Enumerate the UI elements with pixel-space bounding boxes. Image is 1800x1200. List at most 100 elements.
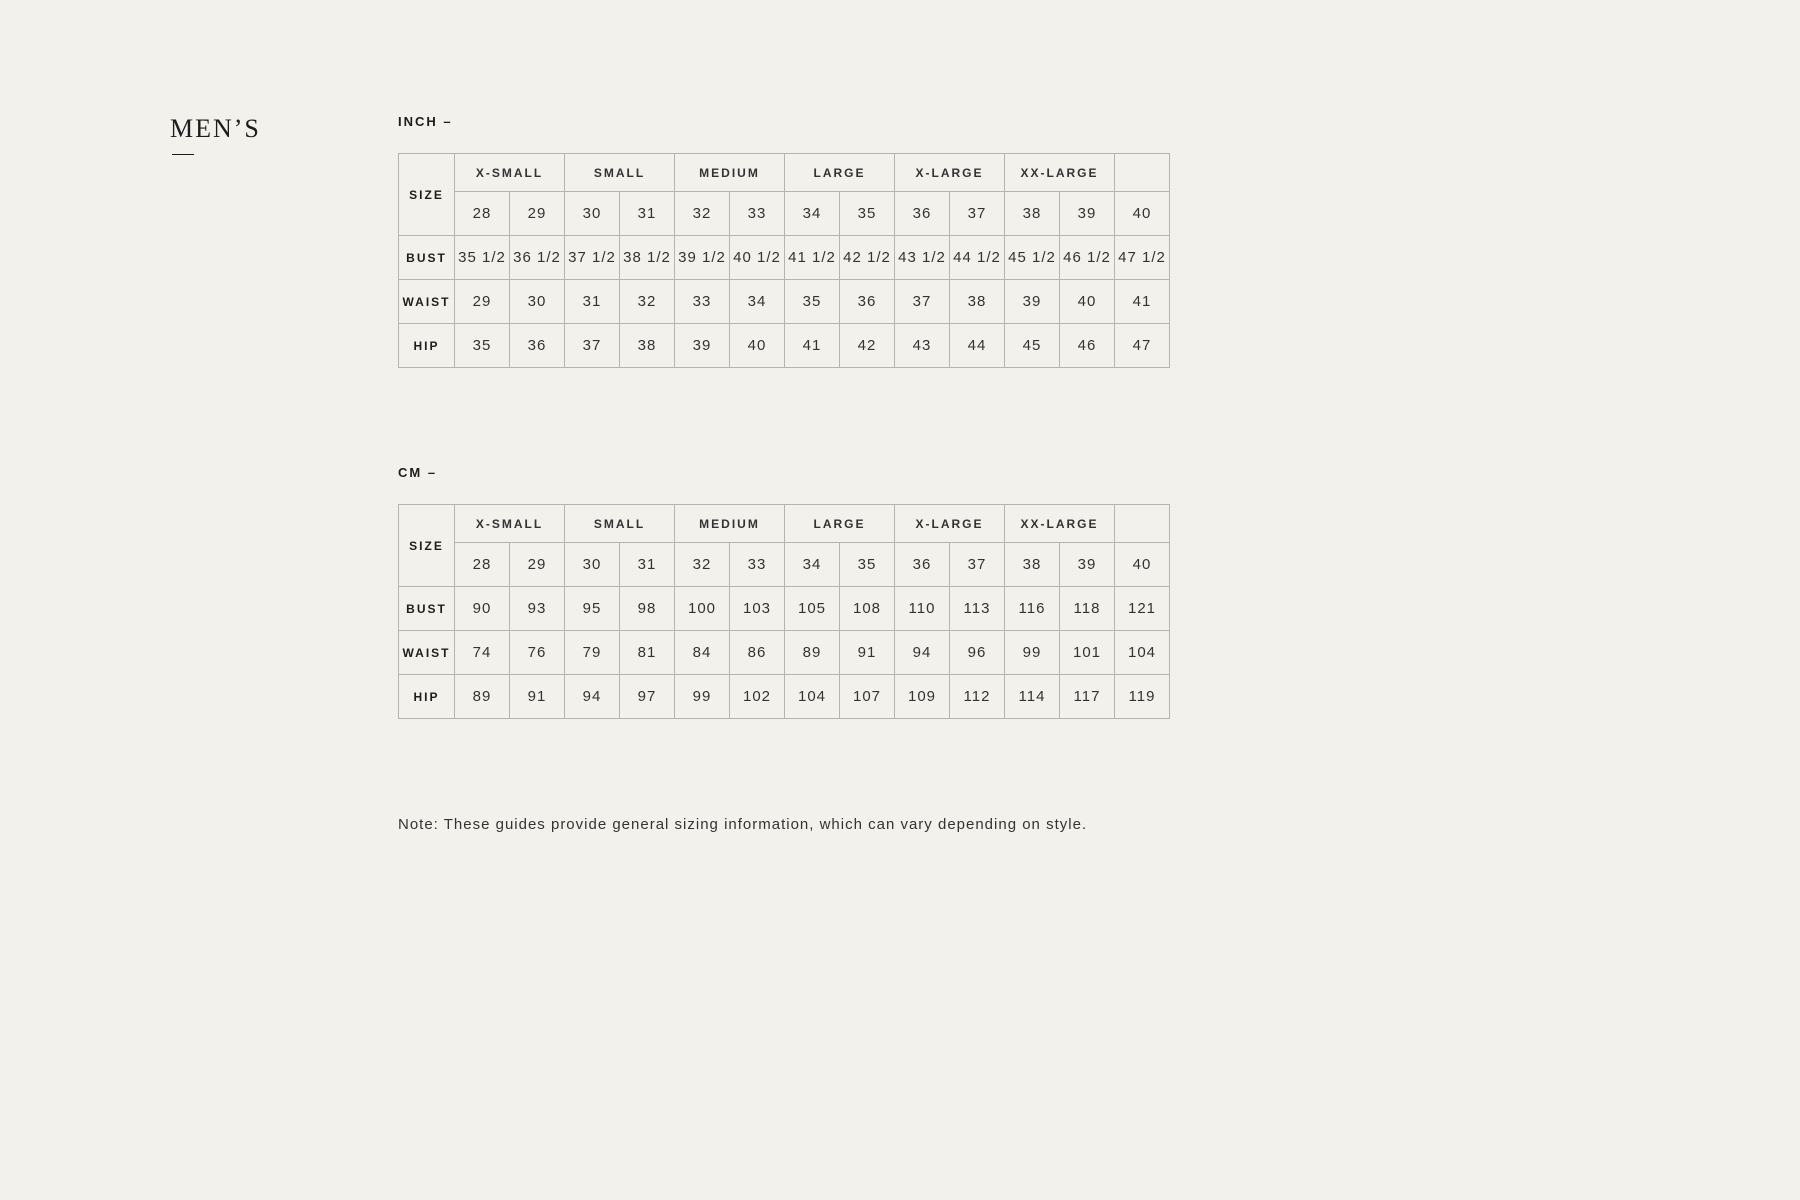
header-num: 36 [895, 543, 950, 587]
cell: 102 [730, 675, 785, 719]
cell: 113 [950, 587, 1005, 631]
cell: 47 1/2 [1115, 236, 1170, 280]
header-num: 28 [455, 543, 510, 587]
cell: 96 [950, 631, 1005, 675]
cell: 44 1/2 [950, 236, 1005, 280]
cell: 116 [1005, 587, 1060, 631]
header-size: SIZE [399, 505, 455, 587]
header-num: 37 [950, 543, 1005, 587]
header-num: 38 [1005, 192, 1060, 236]
cell: 40 [1060, 280, 1115, 324]
size-table-cm: SIZE X-SMALL SMALL MEDIUM LARGE X-LARGE … [398, 504, 1170, 719]
cell: 41 1/2 [785, 236, 840, 280]
section-title-rule [172, 154, 194, 155]
header-num: 33 [730, 192, 785, 236]
cell: 39 [1005, 280, 1060, 324]
row-head-hip: HIP [399, 324, 455, 368]
size-table-cm-block: CM – SIZE X-SMALL SMALL MEDIUM LARGE X-L… [398, 465, 1170, 719]
cell: 107 [840, 675, 895, 719]
footnote: Note: These guides provide general sizin… [398, 816, 1087, 833]
cell: 40 1/2 [730, 236, 785, 280]
header-num: 40 [1115, 543, 1170, 587]
cell: 117 [1060, 675, 1115, 719]
header-num: 38 [1005, 543, 1060, 587]
cell: 114 [1005, 675, 1060, 719]
header-group: X-LARGE [895, 154, 1005, 192]
header-group: SMALL [565, 505, 675, 543]
header-group: XX-LARGE [1005, 505, 1115, 543]
cell: 86 [730, 631, 785, 675]
header-group: X-SMALL [455, 154, 565, 192]
header-num: 40 [1115, 192, 1170, 236]
header-num: 33 [730, 543, 785, 587]
cell: 42 [840, 324, 895, 368]
cell: 30 [510, 280, 565, 324]
header-group: SMALL [565, 154, 675, 192]
row-head-waist: WAIST [399, 631, 455, 675]
cell: 104 [1115, 631, 1170, 675]
cell: 100 [675, 587, 730, 631]
cell: 37 [565, 324, 620, 368]
cell: 91 [840, 631, 895, 675]
cell: 89 [785, 631, 840, 675]
cell: 99 [1005, 631, 1060, 675]
cell: 98 [620, 587, 675, 631]
row-bust: BUST 90 93 95 98 100 103 105 108 110 113… [399, 587, 1170, 631]
header-num: 28 [455, 192, 510, 236]
cell: 37 [895, 280, 950, 324]
cell: 95 [565, 587, 620, 631]
cell: 37 1/2 [565, 236, 620, 280]
row-waist: WAIST 74 76 79 81 84 86 89 91 94 96 99 1… [399, 631, 1170, 675]
cell: 118 [1060, 587, 1115, 631]
cell: 90 [455, 587, 510, 631]
cell: 109 [895, 675, 950, 719]
header-num: 31 [620, 192, 675, 236]
header-num: 36 [895, 192, 950, 236]
header-num: 30 [565, 543, 620, 587]
cell: 35 1/2 [455, 236, 510, 280]
cell: 41 [1115, 280, 1170, 324]
row-hip: HIP 35 36 37 38 39 40 41 42 43 44 45 46 … [399, 324, 1170, 368]
cell: 47 [1115, 324, 1170, 368]
unit-label-inch: INCH – [398, 114, 1170, 129]
header-group: X-LARGE [895, 505, 1005, 543]
cell: 43 [895, 324, 950, 368]
row-bust: BUST 35 1/2 36 1/2 37 1/2 38 1/2 39 1/2 … [399, 236, 1170, 280]
cell: 39 1/2 [675, 236, 730, 280]
cell: 93 [510, 587, 565, 631]
cell: 38 [620, 324, 675, 368]
header-group: MEDIUM [675, 154, 785, 192]
cell: 36 [840, 280, 895, 324]
header-group: X-SMALL [455, 505, 565, 543]
cell: 38 1/2 [620, 236, 675, 280]
cell: 97 [620, 675, 675, 719]
cell: 46 [1060, 324, 1115, 368]
size-table-inch: SIZE X-SMALL SMALL MEDIUM LARGE X-LARGE … [398, 153, 1170, 368]
header-size: SIZE [399, 154, 455, 236]
cell: 104 [785, 675, 840, 719]
cell: 35 [785, 280, 840, 324]
cell: 41 [785, 324, 840, 368]
cell: 45 1/2 [1005, 236, 1060, 280]
cell: 36 [510, 324, 565, 368]
cell: 33 [675, 280, 730, 324]
header-group-blank [1115, 505, 1170, 543]
cell: 103 [730, 587, 785, 631]
cell: 76 [510, 631, 565, 675]
header-group: MEDIUM [675, 505, 785, 543]
cell: 32 [620, 280, 675, 324]
cell: 29 [455, 280, 510, 324]
header-num: 39 [1060, 543, 1115, 587]
row-head-hip: HIP [399, 675, 455, 719]
cell: 94 [565, 675, 620, 719]
cell: 74 [455, 631, 510, 675]
cell: 79 [565, 631, 620, 675]
cell: 31 [565, 280, 620, 324]
cell: 105 [785, 587, 840, 631]
header-group-blank [1115, 154, 1170, 192]
row-waist: WAIST 29 30 31 32 33 34 35 36 37 38 39 4… [399, 280, 1170, 324]
section-title: MEN’S [170, 114, 261, 144]
cell: 101 [1060, 631, 1115, 675]
row-head-waist: WAIST [399, 280, 455, 324]
cell: 43 1/2 [895, 236, 950, 280]
